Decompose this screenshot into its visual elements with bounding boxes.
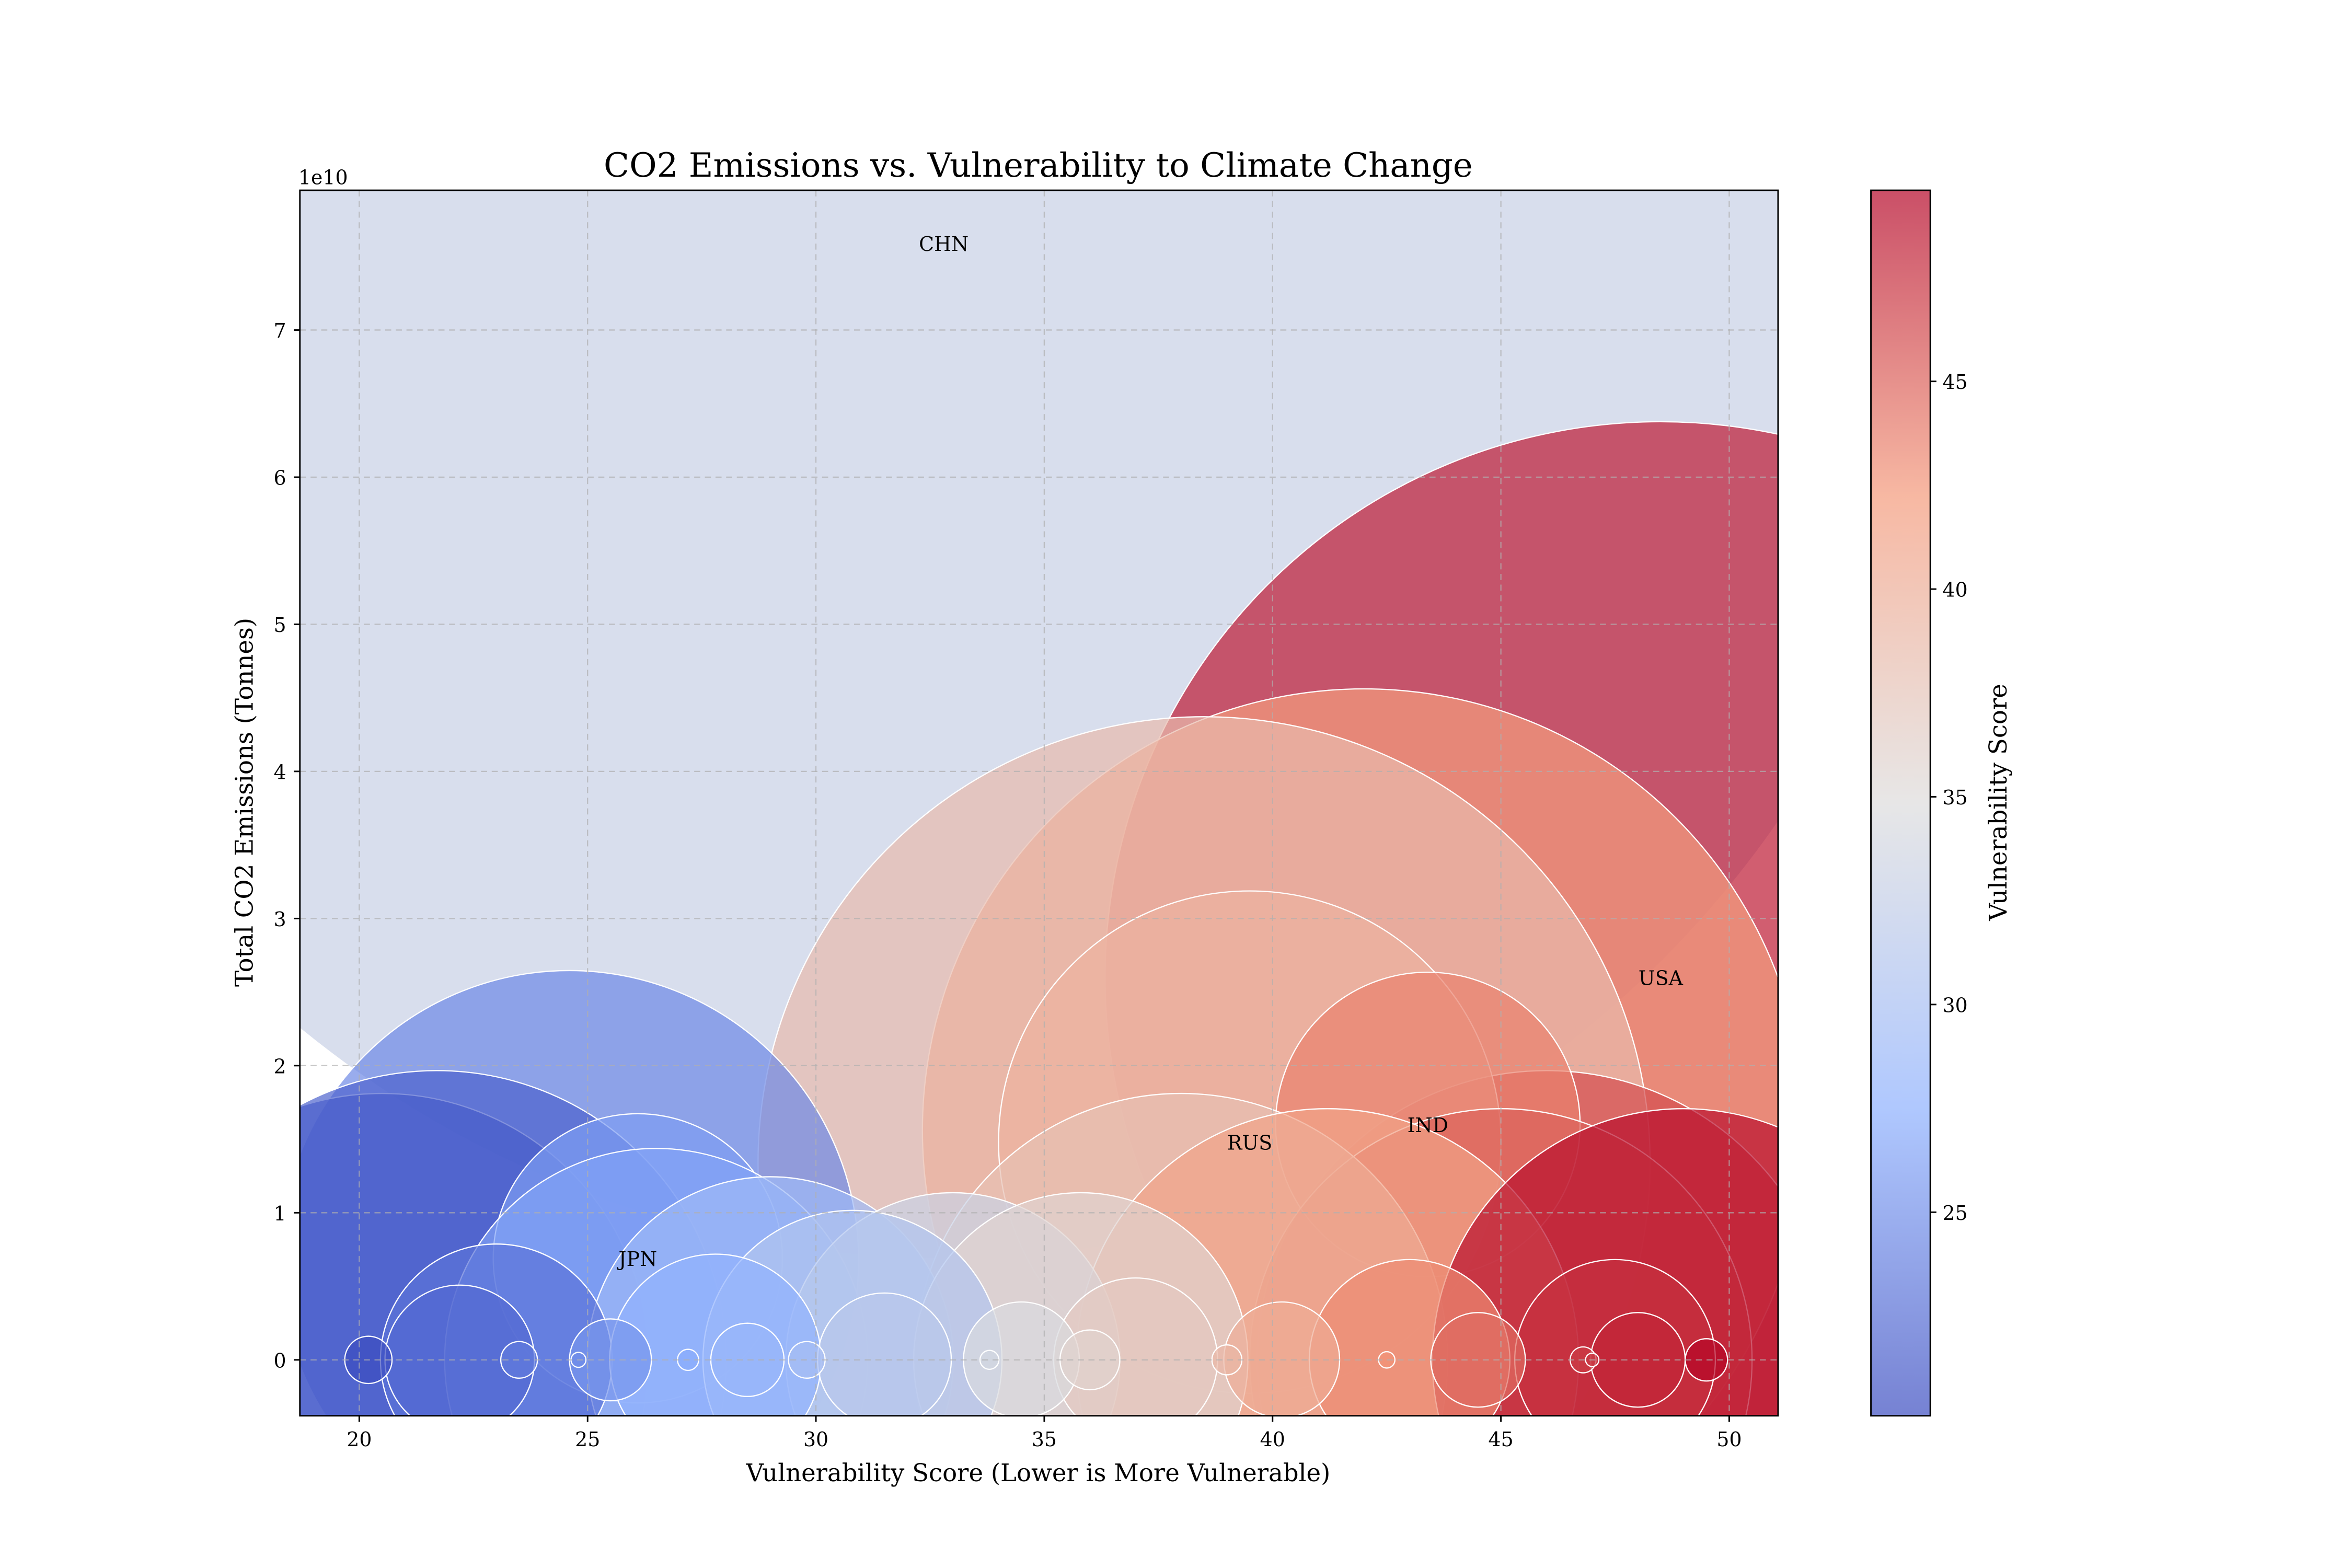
x-tick-label: 50 (1716, 1428, 1742, 1451)
colorbar-label: Vulnerability Score (1984, 684, 2012, 921)
y-tick-label: 2 (273, 1055, 286, 1078)
grid-overlay (299, 190, 1778, 1416)
y-tick-label: 7 (273, 319, 286, 342)
y-tick-label: 3 (273, 908, 286, 931)
colorbar-tick-label: 30 (1943, 994, 1968, 1017)
colorbar-tick-label: 45 (1943, 371, 1968, 394)
bubble (979, 1350, 1000, 1370)
y-offset-label: 1e10 (298, 166, 348, 189)
x-tick-label: 25 (575, 1428, 600, 1451)
x-tick-label: 35 (1032, 1428, 1057, 1451)
colorbar-tick-label: 40 (1943, 579, 1968, 602)
colorbar-tick-label: 25 (1943, 1202, 1968, 1225)
chart-title: CO2 Emissions vs. Vulnerability to Clima… (604, 146, 1473, 185)
bubble-label: USA (1639, 967, 1684, 990)
y-tick-label: 6 (273, 467, 286, 490)
colorbar-tick-label: 35 (1943, 786, 1968, 809)
x-tick-label: 45 (1489, 1428, 1514, 1451)
bubble-label: CHN (919, 233, 969, 256)
colorbar (1870, 189, 1931, 1417)
x-tick-label: 20 (347, 1428, 372, 1451)
y-tick-label: 0 (273, 1349, 286, 1372)
plot-frame (299, 189, 1779, 1417)
y-tick-label: 1 (273, 1202, 286, 1225)
y-axis-label: Total CO2 Emissions (Tonnes) (230, 618, 258, 987)
bubble-label: JPN (616, 1248, 657, 1271)
x-tick-label: 30 (803, 1428, 828, 1451)
x-tick-label: 40 (1260, 1428, 1285, 1451)
x-axis-label: Vulnerability Score (Lower is More Vulne… (746, 1459, 1331, 1487)
bubble-label: IND (1408, 1114, 1448, 1137)
y-tick-label: 5 (273, 614, 286, 637)
bubble-label: RUS (1227, 1132, 1272, 1155)
y-tick-label: 4 (273, 760, 286, 783)
